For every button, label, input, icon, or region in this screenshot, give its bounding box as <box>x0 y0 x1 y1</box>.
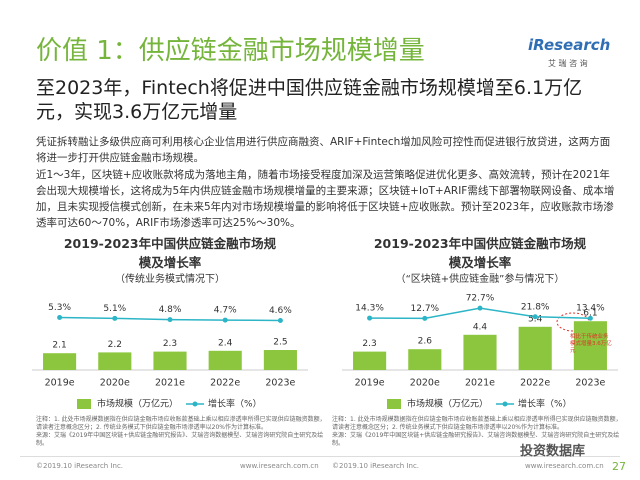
x-tick-label: 2023e <box>265 378 295 389</box>
x-tick-label: 2020e <box>410 378 440 389</box>
legend-swatch <box>77 399 91 409</box>
bar-label: 4.4 <box>473 322 488 332</box>
chart: 2019-2023年中国供应链金融市场规模及增长率 （“区块链+供应链金融”参与… <box>330 234 630 414</box>
x-tick-label: 2021e <box>465 378 495 389</box>
legend-label: 市场规模（万亿元） <box>97 398 178 410</box>
annotation: 相比于传统业务模式增量3.6万亿元 <box>570 334 612 354</box>
footnote: 注释：1. 此处市场规模数据指在供应链金融市场应收账款基础上乘以相应渗透率所得已… <box>332 416 622 448</box>
bar-label: 2.3 <box>163 339 177 349</box>
value-label: 14.3% <box>355 304 384 314</box>
chart-title: 2019-2023年中国供应链金融市场规模及增长率 <box>63 236 277 270</box>
bar <box>208 350 242 370</box>
copyright: ©2019.10 iResearch Inc. <box>332 462 420 470</box>
line-marker <box>277 318 283 324</box>
plot: 2.1 2.2 2.3 2.4 2.5 5.3% 5.1% 4.8% 4.7% 4.6% 2019e… <box>32 303 308 410</box>
x-tick-label: 2022e <box>210 378 240 389</box>
note: 注释：1. 此处市场规模数据指在供应链金融市场应收账款基础上乘以相应渗透率所得已… <box>36 416 326 431</box>
url: www.iresearch.com.cn <box>525 462 604 470</box>
chart: 2019-2023年中国供应链金融市场规模及增长率 （传统业务模式情况下） 2.… <box>20 234 320 414</box>
legend-label: 增长率（%） <box>518 398 572 410</box>
chart-subtitle: （传统业务模式情况下） <box>115 274 225 285</box>
source: 来源：艾瑞《2019年中国区块链+供应链金融研究报告》、艾瑞咨询数据模型、艾瑞咨… <box>332 432 620 447</box>
footnote: 注释：1. 此处市场规模数据指在供应链金融市场应收账款基础上乘以相应渗透率所得已… <box>36 416 326 448</box>
bar <box>263 350 297 370</box>
legend-swatch <box>387 399 401 409</box>
line-marker <box>587 315 593 321</box>
line-marker <box>167 317 173 323</box>
x-tick-label: 2021e <box>155 378 185 389</box>
line-marker <box>57 315 63 321</box>
logo: iResearch <box>528 36 611 54</box>
value-label: 4.8% <box>159 305 182 315</box>
x-tick-label: 2022e <box>520 378 550 389</box>
value-label: 12.7% <box>411 304 440 314</box>
copyright: ©2019.10 iResearch Inc. <box>36 462 124 470</box>
bar-label: 2.1 <box>52 341 66 351</box>
line-marker <box>532 314 538 320</box>
x-tick-label: 2023e <box>575 378 605 389</box>
value-label: 21.8% <box>521 302 550 312</box>
line-marker <box>112 315 118 321</box>
chart-title: 2019-2023年中国供应链金融市场规模及增长率 <box>373 236 587 270</box>
bar <box>153 351 187 370</box>
subtitle: 至2023年，Fintech将促进中国供应链金融市场规模增至6.1万亿元，实现3… <box>36 77 583 123</box>
bar <box>43 353 77 370</box>
source: 来源：艾瑞《2019年中国区块链+供应链金融研究报告》、艾瑞咨询数据模型、艾瑞咨… <box>36 432 324 447</box>
watermark: 投资数据库 <box>520 444 586 459</box>
bar <box>518 326 552 370</box>
plot: 2.3 2.6 4.4 5.4 6.1 14.3% 12.7% 72.7% 21.8% 13.4%… <box>342 294 618 410</box>
note: 注释：1. 此处市场规模数据指在供应链金融市场应收账款基础上乘以相应渗透率所得已… <box>332 416 622 431</box>
line-marker <box>477 305 483 311</box>
bar <box>353 351 387 370</box>
bar <box>463 334 497 370</box>
bar-label: 2.3 <box>362 339 376 349</box>
line-marker <box>222 317 228 323</box>
url: www.iresearch.com.cn <box>240 462 319 470</box>
value-label: 5.1% <box>103 304 126 314</box>
value-label: 4.7% <box>214 306 237 316</box>
legend-swatch <box>192 401 198 407</box>
x-tick-label: 2019e <box>45 378 75 389</box>
bar-label: 2.4 <box>218 338 233 348</box>
value-label: 4.6% <box>269 306 292 316</box>
legend-label: 增长率（%） <box>208 398 262 410</box>
bar-label: 2.2 <box>108 340 122 350</box>
line-marker <box>422 315 428 321</box>
value-label: 72.7% <box>466 294 495 304</box>
bar <box>98 352 132 370</box>
page-number: 27 <box>612 460 626 473</box>
bar-label: 2.5 <box>273 338 287 348</box>
slide-title: 价值 1：供应链金融市场规模增量 <box>36 36 425 66</box>
x-tick-label: 2019e <box>355 378 385 389</box>
bar <box>408 349 442 370</box>
divider <box>20 456 620 457</box>
paragraph: 近1～3年，区块链+应收账款将成为落地主角，随着市场接受程度加深及运营策略促进优… <box>36 169 615 229</box>
legend-label: 市场规模（万亿元） <box>407 398 488 410</box>
bar <box>573 321 607 370</box>
x-tick-label: 2020e <box>100 378 130 389</box>
value-label: 5.3% <box>48 303 71 313</box>
chart-subtitle: （“区块链+供应链金融”参与情况下） <box>395 274 565 285</box>
bar-label: 5.4 <box>528 314 543 324</box>
legend-swatch <box>502 401 508 407</box>
logo-subtitle: 艾 瑞 咨 询 <box>548 59 588 68</box>
bar-label: 6.1 <box>583 309 597 319</box>
bar-label: 2.6 <box>418 337 433 347</box>
paragraph: 凭证拆转融让多级供应商可利用核心企业信用进行供应商融资、ARIF+Fintech… <box>36 136 611 164</box>
value-label: 13.4% <box>576 304 605 314</box>
line-marker <box>367 315 373 321</box>
